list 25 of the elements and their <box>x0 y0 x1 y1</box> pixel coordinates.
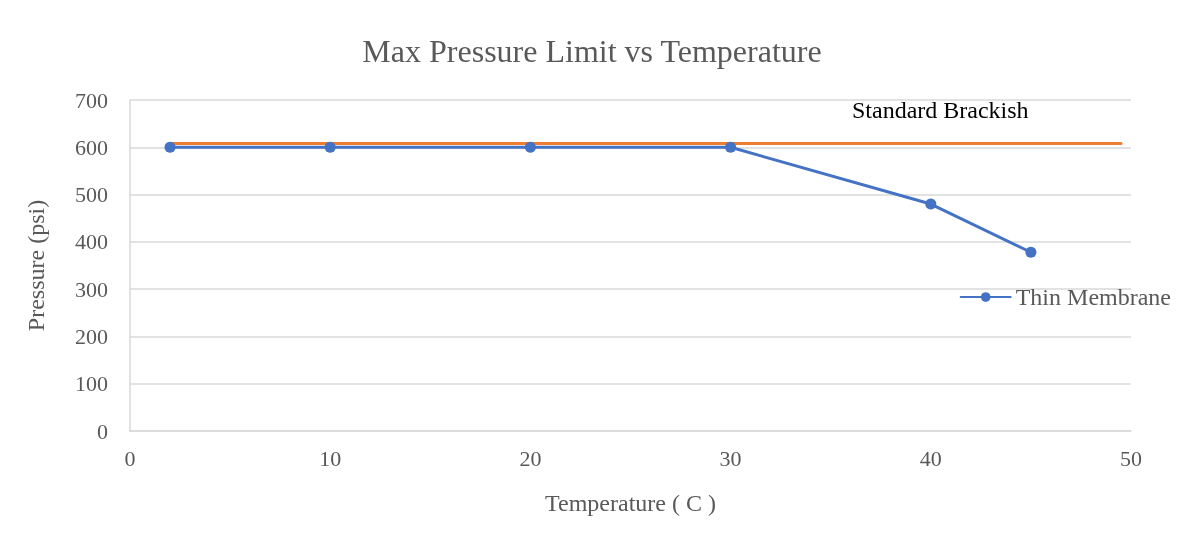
legend-label: Thin Membrane <box>1015 284 1172 310</box>
x-tick-label: 30 <box>719 445 742 471</box>
x-tick-label: 40 <box>919 445 942 471</box>
x-axis-title: Temperature ( C ) <box>545 490 716 516</box>
point <box>925 198 937 210</box>
x-tick-label: 50 <box>1120 445 1142 471</box>
y-tick-label: 600 <box>75 134 108 160</box>
point <box>1025 246 1037 258</box>
chart-title: Max Pressure Limit vs Temperature <box>362 33 822 69</box>
point <box>164 141 176 153</box>
point <box>324 141 336 153</box>
y-tick-label: 300 <box>75 276 108 302</box>
y-tick-label: 100 <box>75 371 108 397</box>
y-tick-label: 700 <box>75 87 108 113</box>
y-tick-label: 0 <box>97 418 108 444</box>
y-tick-label: 500 <box>75 182 108 208</box>
y-tick-label: 200 <box>75 323 108 349</box>
x-tick-label: 10 <box>319 445 342 471</box>
series-label: Standard Brackish <box>852 96 1029 123</box>
point <box>725 141 737 153</box>
y-axis-title: Pressure (psi) <box>23 199 49 332</box>
x-tick-label: 20 <box>519 445 542 471</box>
point <box>524 141 536 153</box>
x-tick-label: 0 <box>124 445 136 471</box>
y-tick-label: 400 <box>75 229 108 255</box>
